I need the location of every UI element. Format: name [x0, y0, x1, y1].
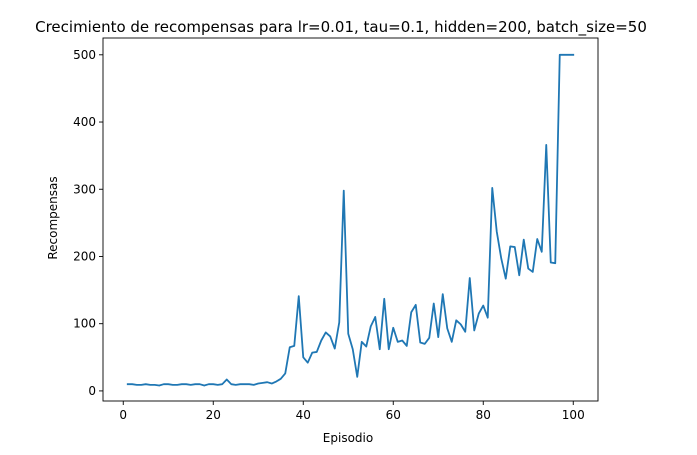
series-line-1 — [126, 53, 575, 387]
y-tick-label: 200 — [73, 249, 96, 263]
y-axis-label: Recompensas — [46, 176, 60, 259]
plot-frame — [102, 37, 599, 402]
x-tick-label: 100 — [562, 408, 585, 422]
x-tick-label: 20 — [206, 408, 221, 422]
y-tick-label: 500 — [73, 48, 96, 62]
x-tick-label: 0 — [119, 408, 127, 422]
x-axis-label: Episodio — [323, 431, 373, 445]
plot-area: 0 20 40 60 80 100 0 100 200 300 400 500 — [73, 37, 599, 422]
y-tick-label: 300 — [73, 182, 96, 196]
y-tick-label: 400 — [73, 115, 96, 129]
x-tick-label: 60 — [386, 408, 401, 422]
chart-title: Crecimiento de recompensas para lr=0.01,… — [35, 18, 647, 37]
y-tick-label: 0 — [88, 384, 96, 398]
x-tick-label: 80 — [476, 408, 491, 422]
x-tick-label: 40 — [296, 408, 311, 422]
y-tick-label: 100 — [73, 317, 96, 331]
